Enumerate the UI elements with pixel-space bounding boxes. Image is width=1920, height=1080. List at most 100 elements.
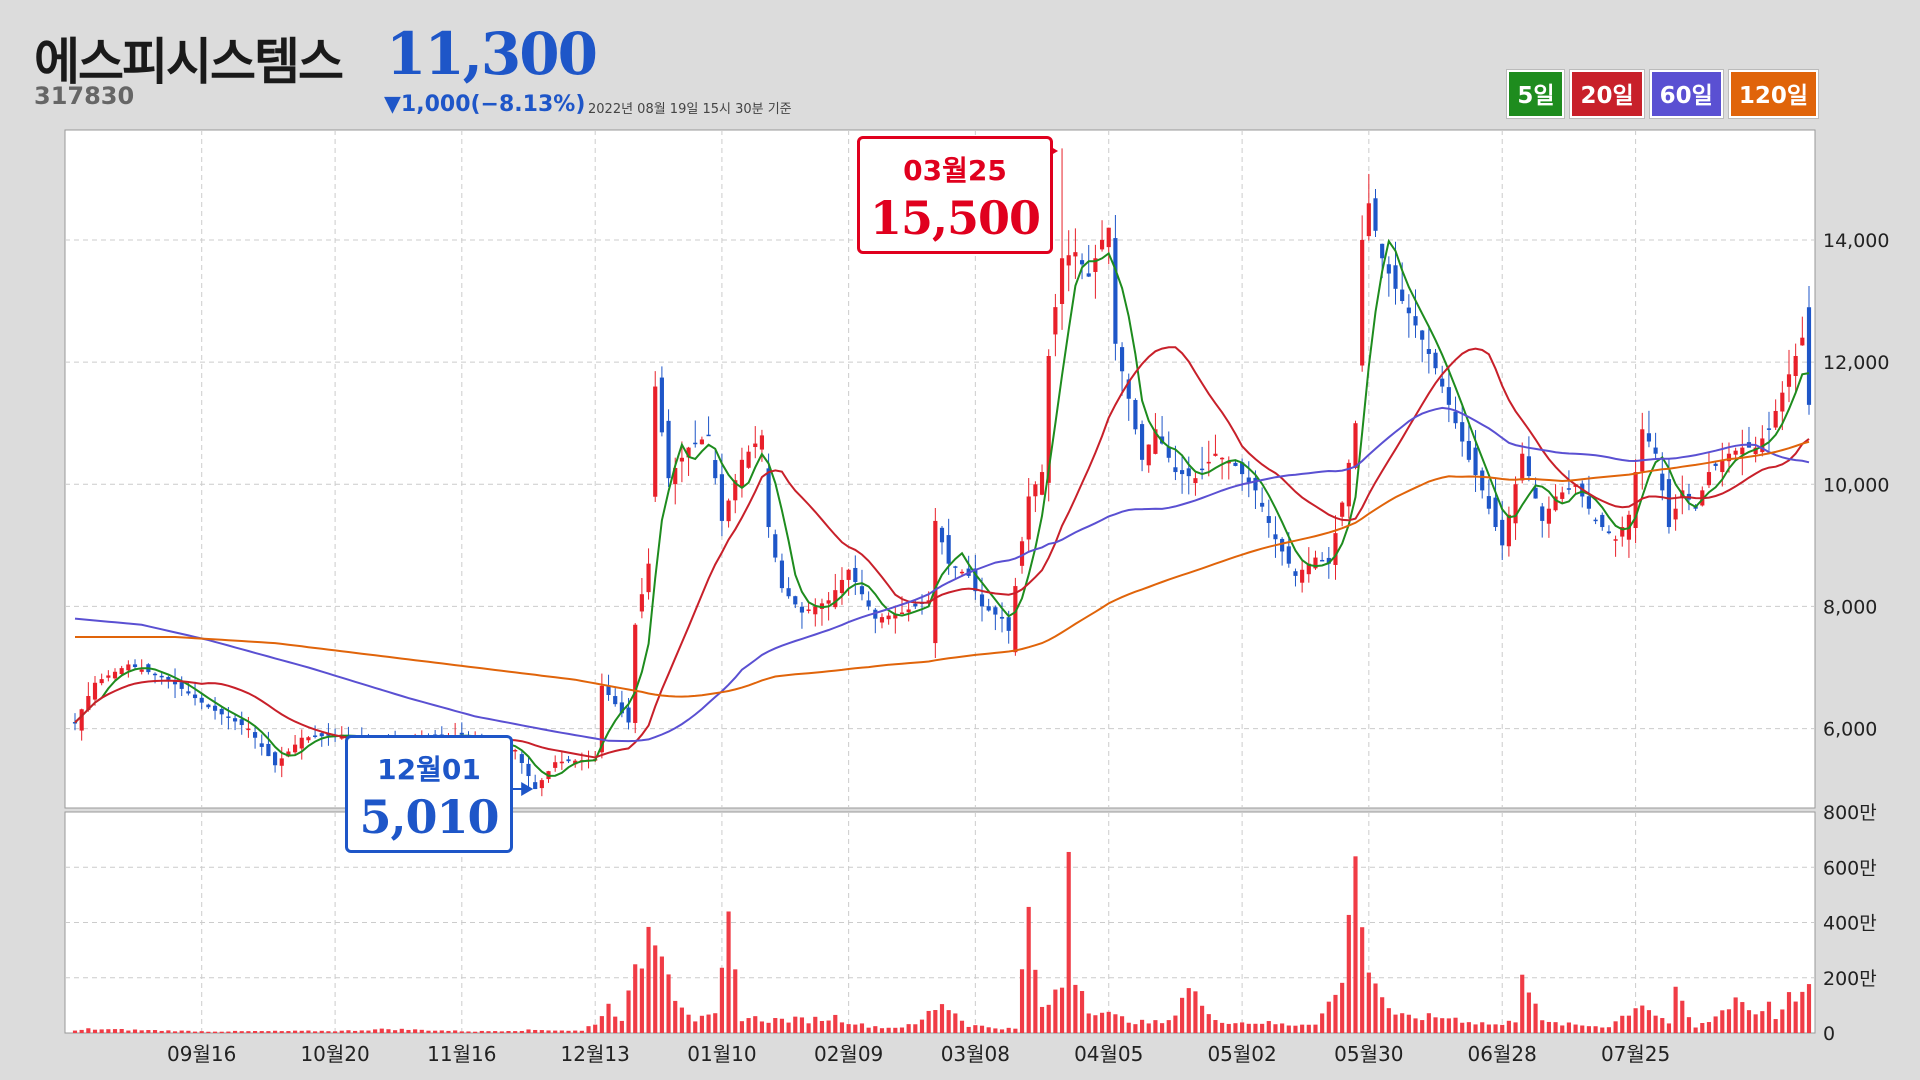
candle bbox=[879, 613, 885, 629]
candle bbox=[1566, 470, 1571, 495]
volume-bar bbox=[1533, 1003, 1538, 1033]
candle-body bbox=[999, 616, 1005, 619]
candle bbox=[739, 447, 745, 498]
volume-bar bbox=[853, 1024, 858, 1033]
candle-body bbox=[1426, 348, 1431, 354]
candle-body bbox=[1546, 508, 1551, 524]
candle-body bbox=[899, 612, 905, 615]
candles bbox=[72, 148, 1812, 797]
candle bbox=[1180, 454, 1185, 494]
volume-bar bbox=[1793, 1001, 1798, 1033]
candle bbox=[1446, 365, 1451, 423]
volume-bar bbox=[1413, 1018, 1418, 1033]
candle-body bbox=[859, 586, 865, 595]
volume-bar bbox=[1333, 994, 1338, 1033]
candle-body bbox=[606, 686, 611, 695]
candle-body bbox=[1340, 502, 1345, 517]
ma-line-60 bbox=[74, 406, 1810, 743]
candle bbox=[1340, 501, 1345, 527]
volume-bar bbox=[1773, 1019, 1778, 1033]
volume-bar bbox=[1139, 1019, 1145, 1033]
volume-bar bbox=[919, 1019, 925, 1033]
candle bbox=[746, 445, 751, 469]
candle bbox=[559, 751, 564, 770]
candle bbox=[159, 671, 164, 685]
volume-bar bbox=[693, 1021, 698, 1033]
price-change: ▼1,000(−8.13%) bbox=[384, 92, 586, 117]
volume-bar bbox=[1746, 1010, 1752, 1033]
candle bbox=[1426, 325, 1431, 374]
candle-body bbox=[1706, 472, 1712, 486]
volume-bar bbox=[493, 1031, 498, 1033]
volume-bar bbox=[279, 1031, 284, 1033]
volume-bar bbox=[1660, 1018, 1665, 1033]
candle bbox=[1660, 452, 1665, 501]
volume-bar bbox=[72, 1030, 78, 1033]
candle bbox=[759, 429, 765, 462]
volume-bar bbox=[1213, 1020, 1218, 1033]
legend-ma5[interactable]: 5일 bbox=[1507, 70, 1565, 118]
volume-bar bbox=[1393, 1014, 1398, 1033]
candle-body bbox=[1646, 433, 1652, 442]
volume-bar bbox=[1426, 1013, 1431, 1033]
candle-body bbox=[1393, 265, 1398, 289]
volume-bar bbox=[232, 1030, 238, 1033]
candle bbox=[733, 473, 738, 514]
candle-body bbox=[933, 520, 938, 644]
legend-ma60[interactable]: 60일 bbox=[1649, 70, 1723, 118]
volume-bar bbox=[679, 1007, 684, 1033]
candle-body bbox=[873, 609, 878, 619]
candle-body bbox=[1006, 617, 1011, 631]
candle-body bbox=[179, 682, 184, 689]
candle bbox=[659, 366, 664, 437]
volume-bar bbox=[1246, 1023, 1251, 1033]
candle-body bbox=[1066, 255, 1071, 266]
volume-bar bbox=[786, 1022, 791, 1033]
volume-bar bbox=[846, 1024, 851, 1033]
legend-ma120[interactable]: 120일 bbox=[1728, 70, 1818, 118]
candle-body bbox=[1773, 410, 1778, 428]
price-tick-label: 6,000 bbox=[1823, 719, 1877, 741]
candle bbox=[1773, 399, 1778, 430]
candle bbox=[1253, 470, 1258, 510]
volume-bar bbox=[906, 1024, 911, 1033]
candle-body bbox=[1786, 374, 1792, 387]
candle bbox=[1600, 512, 1605, 531]
candle-body bbox=[79, 709, 84, 731]
candle-body bbox=[1153, 429, 1158, 454]
volume-bar bbox=[1406, 1014, 1411, 1033]
candle bbox=[1546, 496, 1551, 538]
candle bbox=[766, 453, 771, 538]
candle-body bbox=[659, 377, 664, 433]
legend-ma20[interactable]: 20일 bbox=[1570, 70, 1644, 118]
volume-bar bbox=[1753, 1014, 1758, 1033]
candle-body bbox=[1473, 447, 1478, 476]
candle-body bbox=[533, 782, 538, 790]
candle-body bbox=[459, 732, 464, 735]
candle-body bbox=[1126, 379, 1131, 399]
candle bbox=[939, 526, 945, 555]
volume-bar bbox=[426, 1030, 431, 1033]
volume-bar bbox=[1693, 1027, 1698, 1033]
candle bbox=[1173, 445, 1178, 481]
candle-body bbox=[1320, 559, 1325, 562]
candle bbox=[1220, 457, 1225, 480]
volume-bar bbox=[1580, 1025, 1585, 1033]
candle bbox=[653, 371, 658, 503]
candle-body bbox=[1273, 534, 1278, 540]
volume-bar bbox=[626, 990, 631, 1033]
candle bbox=[293, 734, 298, 756]
candle-body bbox=[826, 600, 831, 604]
candle-body bbox=[833, 590, 838, 608]
candle-body bbox=[192, 694, 198, 699]
candle bbox=[1213, 434, 1218, 457]
x-tick-label: 10월20 bbox=[300, 1042, 369, 1066]
candle bbox=[1320, 552, 1325, 562]
candle bbox=[1413, 289, 1418, 338]
candle bbox=[1366, 173, 1371, 241]
volume-bar bbox=[1226, 1023, 1231, 1033]
candle-body bbox=[693, 442, 698, 445]
volume-bar bbox=[1320, 1013, 1325, 1033]
volume-bar bbox=[1713, 1016, 1718, 1033]
volume-bar bbox=[573, 1030, 578, 1033]
